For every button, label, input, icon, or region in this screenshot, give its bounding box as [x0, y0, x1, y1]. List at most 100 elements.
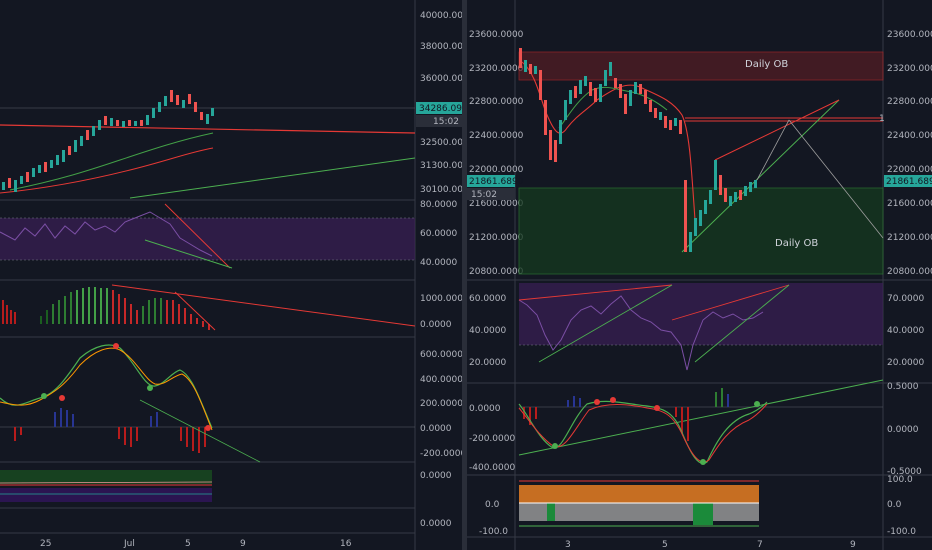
price-pane[interactable] [0, 90, 416, 199]
rsi-band [519, 283, 883, 345]
rsi-line [518, 295, 764, 371]
rsi-green-trendline-2[interactable] [694, 284, 790, 363]
price-axis-label: 31300.0000 [420, 161, 462, 171]
time-axis-label: 9 [240, 539, 246, 549]
resistance-trendline[interactable] [714, 99, 840, 161]
macd-bars [2, 287, 210, 330]
time-axis-label: 3 [565, 540, 571, 550]
right-price-axis[interactable]: 23600.0000 23200.0000 22800.0000 22400.0… [879, 30, 932, 277]
right-price-pane[interactable]: Daily OB Daily OB [518, 48, 884, 275]
rsi-right-axis-label: 20.0000 [887, 358, 924, 368]
osc-left-axis-label: 0.0000 [469, 404, 501, 414]
signal-dot [59, 395, 65, 401]
osc-axis-label: -200.0000 [420, 449, 462, 459]
time-axis-label: 25 [40, 539, 51, 549]
macd-trendline-short[interactable] [174, 291, 216, 331]
left-time-tag-bg [467, 188, 515, 200]
signal-dot [147, 385, 153, 391]
price-axis-label: 30100.0000 [420, 185, 462, 195]
right-chart-svg[interactable]: 23600.0000 23200.0000 22800.0000 22400.0… [467, 0, 932, 550]
bottom-right-axis-label: 0.0 [887, 500, 902, 510]
countdown-tag: 15:02 [433, 117, 459, 127]
macd-axis-label: 0.0000 [420, 320, 452, 330]
price-axis-label: 36000.0000 [420, 74, 462, 84]
right-time-axis[interactable]: 3 5 7 9 [565, 540, 856, 550]
osc-left-axis-label: -400.0000 [469, 463, 515, 473]
green-moving-average [9, 132, 214, 191]
daily-ob-supply-zone[interactable] [518, 51, 884, 81]
rsi-green-trendline[interactable] [144, 239, 233, 269]
green-trendline[interactable] [129, 157, 416, 199]
right-chart-left-axis[interactable]: 23600.0000 23200.0000 22800.0000 22400.0… [467, 30, 524, 277]
osc-slow-line [0, 347, 213, 431]
right-chart-panel[interactable]: 23600.0000 23200.0000 22800.0000 22400.0… [467, 0, 932, 550]
projection-line[interactable] [788, 119, 884, 239]
time-axis-label: Jul [123, 539, 135, 549]
price-axis-label: 40000.0000 [420, 11, 462, 21]
bottom-left-axis-label: -100.0 [479, 527, 508, 537]
rsi-left-axis-label: 60.0000 [469, 294, 506, 304]
left-price-axis[interactable]: 40000.0000 38000.0000 36000.0000 32500.0… [416, 11, 462, 195]
red-trendline[interactable] [0, 124, 416, 134]
price-axis-label: 20800.0000 [887, 267, 932, 277]
left-chart-panel[interactable]: 40000.0000 38000.0000 36000.0000 32500.0… [0, 0, 462, 550]
left-axis-label: 22400.0000 [469, 131, 524, 141]
left-time-axis[interactable]: 25 Jul 5 9 16 [40, 539, 352, 549]
support-trendline[interactable] [681, 99, 840, 253]
price-tag-bg [416, 102, 462, 114]
left-axis-label: 23600.0000 [469, 30, 524, 40]
right-rsi-pane[interactable]: 60.0000 40.0000 20.0000 70.0000 40.0000 … [469, 283, 924, 371]
rsi-axis-label: 80.0000 [420, 200, 457, 210]
projection-line[interactable] [756, 119, 790, 181]
left-axis-label: 20800.0000 [469, 267, 524, 277]
last-pane-axis-label: 0.0000 [420, 519, 452, 529]
bottom-left-axis-label: 0.0 [485, 500, 500, 510]
last-price-tag: 34286.0986 [419, 104, 462, 114]
oscillator-pane[interactable]: 600.0000 400.0000 200.0000 0.0000 -200.0… [0, 343, 462, 463]
price-axis-label: 32500.0000 [420, 138, 462, 148]
right-bottom-pane[interactable]: 0.0 -100.0 100.0 0.0 -100.0 [479, 475, 916, 537]
right-oscillator-pane[interactable]: 0.0000 -200.0000 -400.0000 0.5000 0.0000… [469, 379, 922, 477]
macd-trendline[interactable] [111, 284, 416, 327]
price-axis-label: 21600.0000 [887, 199, 932, 209]
left-countdown-tag: 15:02 [471, 190, 497, 200]
time-axis-label: 7 [757, 540, 763, 550]
rsi-right-axis-label: 40.0000 [887, 326, 924, 336]
price-candles [2, 90, 214, 192]
osc-axis-label: 0.0000 [420, 424, 452, 434]
osc-axis-label: 200.0000 [420, 399, 462, 409]
left-chart-svg[interactable]: 40000.0000 38000.0000 36000.0000 32500.0… [0, 0, 462, 550]
price-axis-label: 22000.0000 [887, 165, 932, 175]
axis-stub-label: 1 [879, 114, 885, 124]
time-axis-label: 5 [662, 540, 668, 550]
time-axis-label: 16 [340, 539, 352, 549]
red-moving-average [0, 147, 214, 194]
price-axis-label: 21200.0000 [887, 233, 932, 243]
rsi-green-trendline[interactable] [538, 284, 673, 363]
signal-dot [754, 401, 760, 407]
osc-right-axis-label: 0.0000 [887, 425, 919, 435]
chart-divider[interactable] [462, 0, 467, 550]
rsi-red-trendline[interactable] [518, 284, 673, 301]
osc-trendline[interactable] [518, 379, 884, 456]
price-tag-bg [884, 175, 932, 187]
rsi-red-trendline-2[interactable] [671, 284, 790, 321]
right-price-candles [519, 48, 757, 252]
daily-ob-bottom-label: Daily OB [775, 238, 818, 249]
rsi-pane[interactable]: 80.0000 60.0000 40.0000 [0, 200, 457, 269]
volume-axis-label: 0.0000 [420, 471, 452, 481]
rsi-right-axis-label: 70.0000 [887, 294, 924, 304]
volume-pane[interactable]: 0.0000 0.0000 [0, 470, 452, 529]
price-axis-label: 38000.0000 [420, 42, 462, 52]
rsi-axis-label: 60.0000 [420, 229, 457, 239]
time-axis-label: 9 [850, 540, 856, 550]
left-axis-label: 21600.0000 [469, 199, 524, 209]
rsi-axis-label: 40.0000 [420, 258, 457, 268]
macd-histogram-pane[interactable]: 1000.0000 0.0000 [2, 284, 462, 331]
daily-ob-demand-zone[interactable] [518, 187, 884, 275]
signal-dot [654, 405, 660, 411]
osc-trendline[interactable] [139, 399, 261, 463]
green-moving-average [558, 86, 668, 129]
left-axis-label: 22800.0000 [469, 97, 524, 107]
rsi-red-trendline[interactable] [164, 203, 231, 269]
